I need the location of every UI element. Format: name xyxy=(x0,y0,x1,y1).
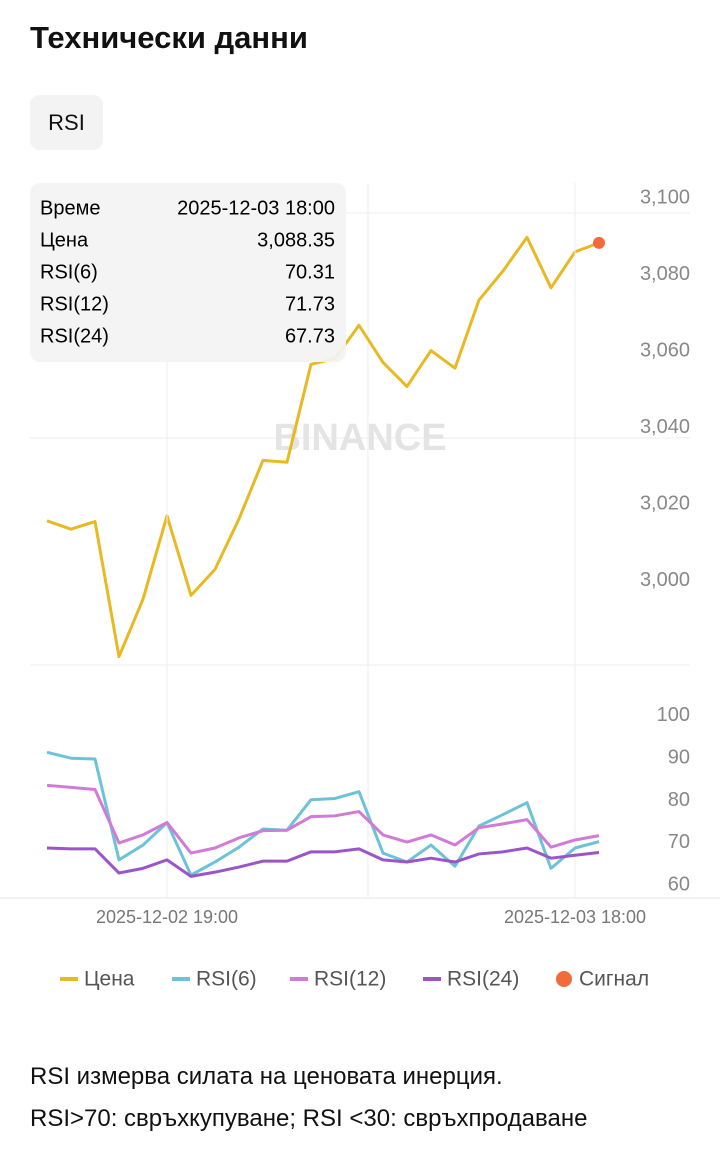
tooltip-value: 71.73 xyxy=(285,293,335,315)
chart: BINANCE 3,000 3,020 3,040 3,060 3,080 3,100 60 7… xyxy=(0,183,720,991)
legend-swatch xyxy=(556,971,572,987)
tooltip-key: Време xyxy=(40,197,100,219)
tooltip: Време 2025-12-03 18:00 Цена 3,088.35 RSI(6) 7… xyxy=(30,183,346,362)
rsi-tab[interactable]: RSI xyxy=(30,95,103,150)
signal-dot xyxy=(593,236,605,249)
x-tick-label: 2025-12-02 19:00 xyxy=(96,907,238,927)
line xyxy=(46,750,600,877)
y-tick-label: 70 xyxy=(668,831,690,853)
tooltip-key: RSI(6) xyxy=(40,261,98,283)
tooltip-key: RSI(12) xyxy=(40,293,109,315)
x-tick-label: 2025-12-03 18:00 xyxy=(504,907,646,927)
y-tick-label: 3,100 xyxy=(640,187,690,209)
tooltip-value: 2025-12-03 18:00 xyxy=(177,197,335,219)
tooltip-value: 70.31 xyxy=(285,261,335,283)
y-tick-label: 80 xyxy=(668,789,690,811)
y-tick-label: 3,060 xyxy=(640,340,690,362)
line xyxy=(46,846,600,878)
footnote: RSI>70: свръхкупуване; RSI <30: свръхпро… xyxy=(30,1105,588,1132)
legend-label: Сигнал xyxy=(579,968,649,991)
footnote: RSI измерва силата на ценовата инерция. xyxy=(30,1063,503,1090)
y-tick-label: 60 xyxy=(668,874,690,896)
legend-label: Цена xyxy=(84,968,135,991)
y-tick-label: 3,000 xyxy=(640,569,690,591)
legend-label: RSI(6) xyxy=(196,968,257,991)
tooltip-value: 67.73 xyxy=(285,325,335,347)
y-tick-label: 3,080 xyxy=(640,263,690,285)
watermark: BINANCE xyxy=(273,417,446,459)
line xyxy=(46,783,600,855)
tooltip-key: RSI(24) xyxy=(40,325,109,347)
legend-label: RSI(24) xyxy=(447,968,519,991)
legend-label: RSI(12) xyxy=(314,968,386,991)
y-tick-label: 3,020 xyxy=(640,493,690,515)
y-tick-label: 3,040 xyxy=(640,416,690,438)
tooltip-key: Цена xyxy=(40,229,89,251)
y-tick-label: 90 xyxy=(668,746,690,768)
y-tick-label: 100 xyxy=(657,704,690,726)
page-title: Технически данни xyxy=(30,20,308,55)
tooltip-value: 3,088.35 xyxy=(257,229,335,251)
tooltip-box xyxy=(30,183,346,362)
